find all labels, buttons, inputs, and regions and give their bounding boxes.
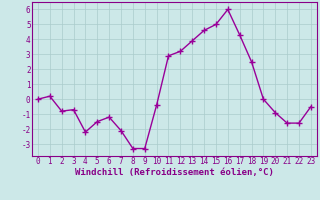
X-axis label: Windchill (Refroidissement éolien,°C): Windchill (Refroidissement éolien,°C): [75, 168, 274, 177]
